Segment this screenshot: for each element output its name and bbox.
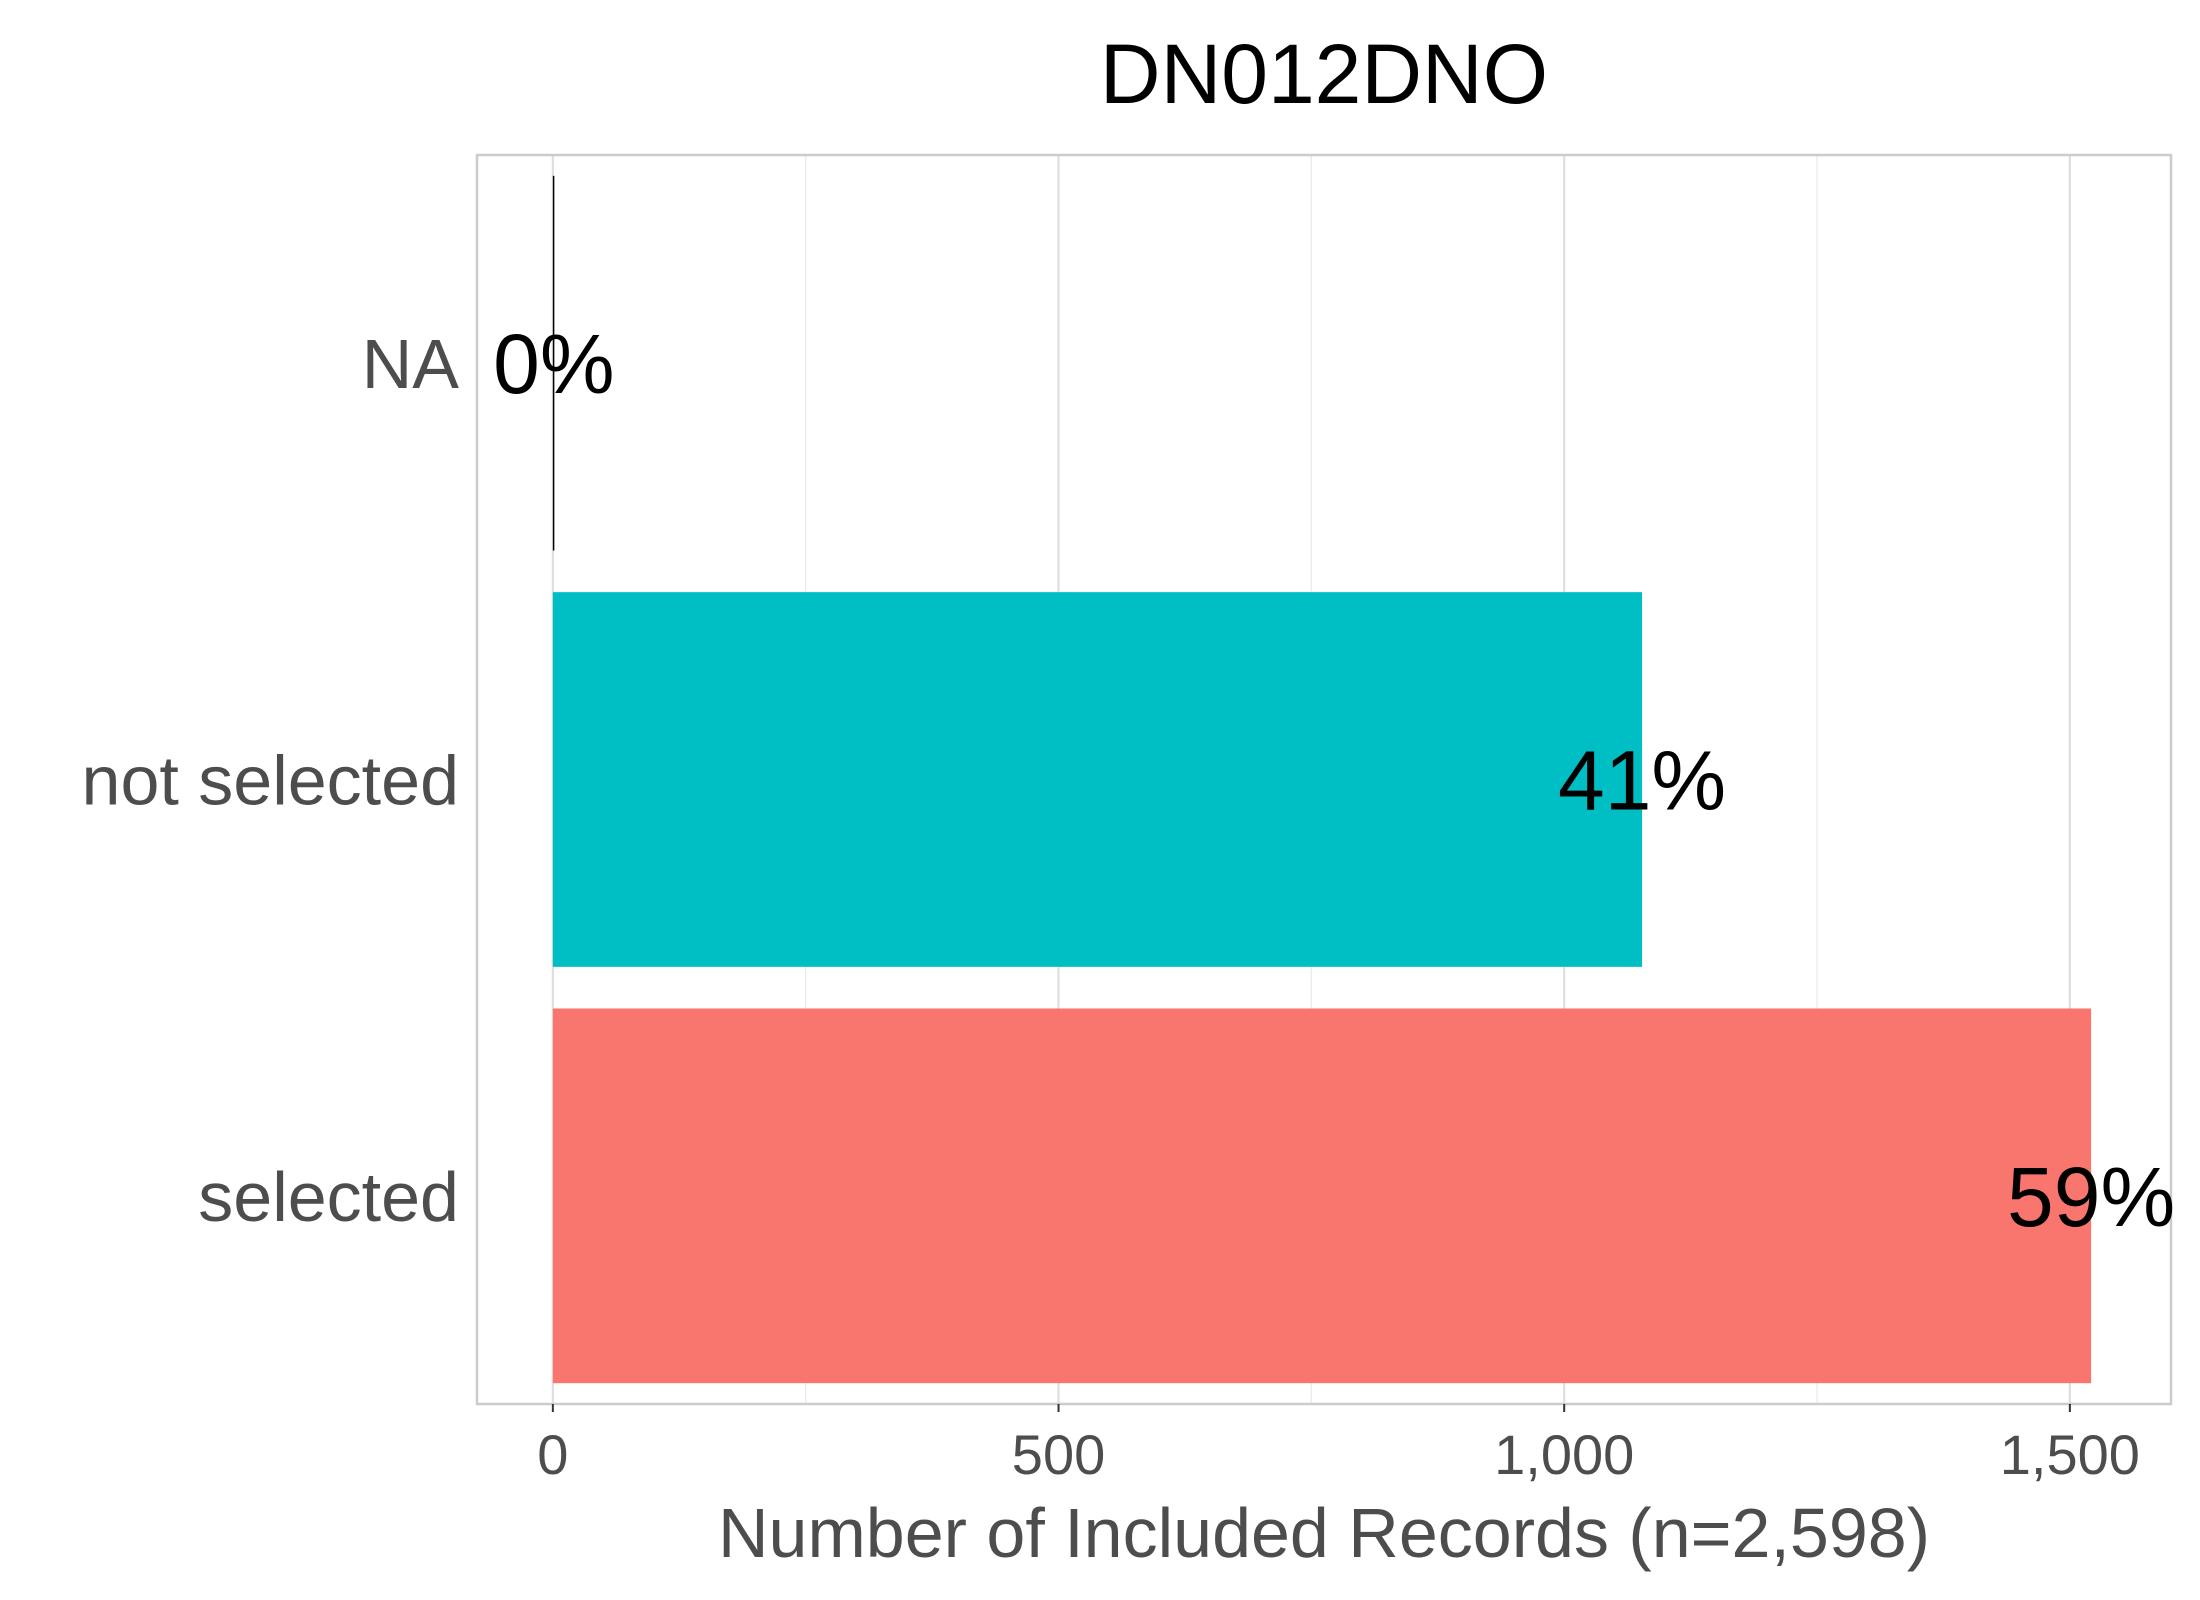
panel-border xyxy=(475,153,2173,1406)
plot-panel: 0% 41% 59% xyxy=(475,153,2175,1406)
category-label: selected xyxy=(198,1158,459,1236)
bars xyxy=(552,175,2092,1384)
x-tick-label: 500 xyxy=(1012,1423,1105,1486)
x-tick-label: 1,000 xyxy=(1494,1423,1634,1486)
data-labels: 0% 41% 59% xyxy=(493,317,2175,1244)
y-axis-categories: NA not selected selected xyxy=(82,325,460,1236)
data-label: 41% xyxy=(1558,734,1726,828)
chart-title: DN012DNO xyxy=(1100,27,1548,121)
data-label: 0% xyxy=(493,317,614,411)
x-axis-title: Number of Included Records (n=2,598) xyxy=(718,1494,1930,1572)
category-label: not selected xyxy=(82,742,459,820)
x-tick-label: 1,500 xyxy=(2000,1423,2140,1486)
x-tick-label: 0 xyxy=(537,1423,568,1486)
category-label: NA xyxy=(362,325,460,403)
data-label: 59% xyxy=(2007,1150,2175,1244)
bar-not-selected xyxy=(552,592,1643,967)
bar-na xyxy=(552,175,555,551)
x-axis-ticks: 0 500 1,000 1,500 xyxy=(537,1404,2140,1486)
bar-selected xyxy=(552,1008,2092,1384)
